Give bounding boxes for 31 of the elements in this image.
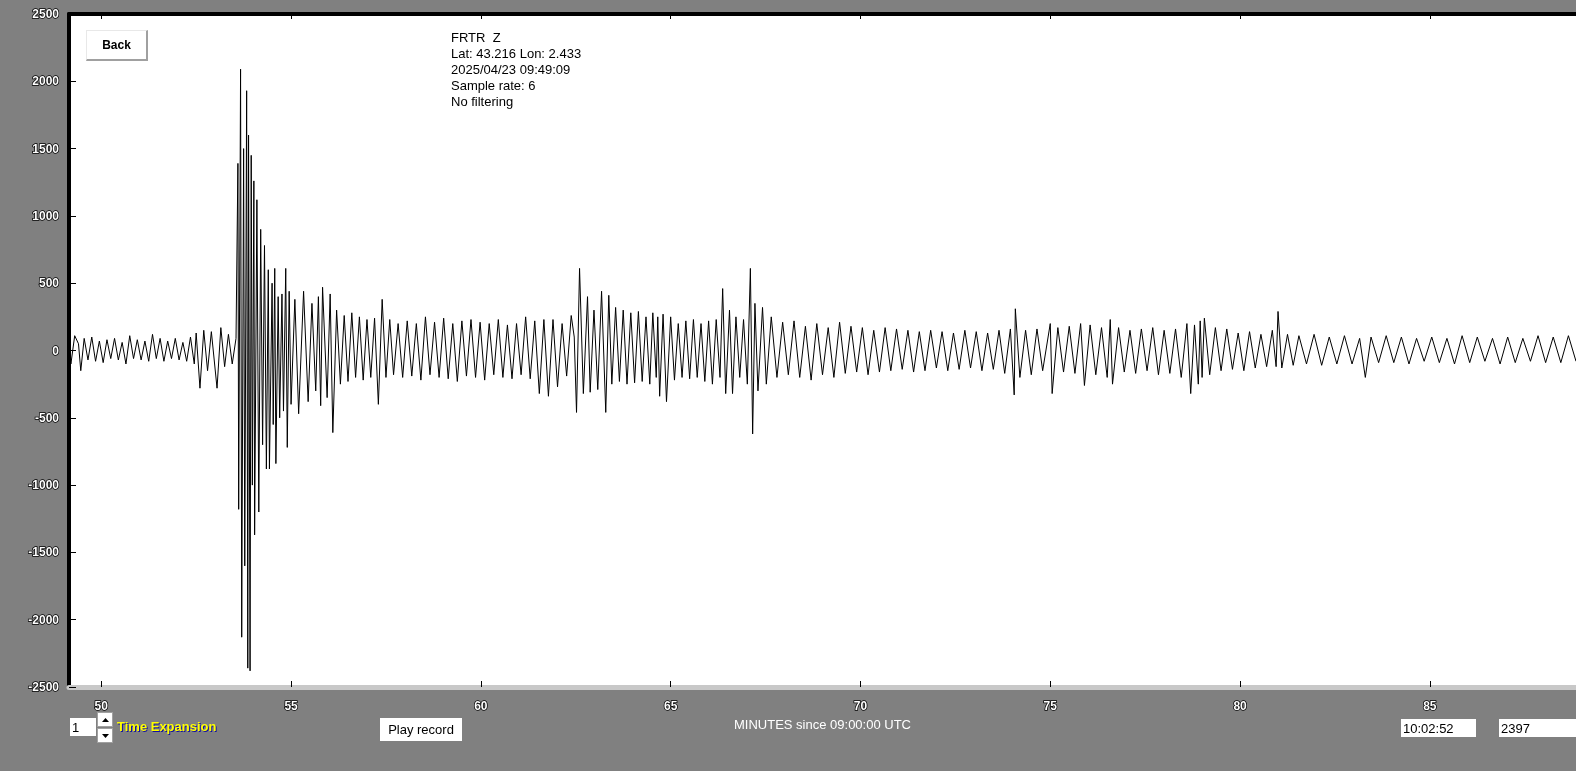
x-tick-label: 55 bbox=[284, 699, 299, 713]
y-tick-label: 1500 bbox=[32, 141, 60, 156]
annotation: 2025/04/23 09:49:09 bbox=[451, 62, 572, 78]
x-tick-label: 70 bbox=[853, 699, 868, 713]
x-tick-label: 50 bbox=[94, 699, 109, 713]
text: FRTR Z bbox=[451, 30, 502, 46]
y-tick-label: -2000 bbox=[28, 612, 60, 627]
back-button: Back bbox=[86, 30, 148, 61]
y-tick-label: 2500 bbox=[32, 7, 60, 21]
x-tick-label: 65 bbox=[663, 699, 678, 713]
x-tick-label: 60 bbox=[474, 699, 488, 713]
text: Time Expansion bbox=[117, 719, 217, 735]
expansion-field: 1 bbox=[70, 718, 96, 736]
annotation: Lat: 43.216 Lon: 2.433 bbox=[451, 46, 582, 62]
y-tick-label: 500 bbox=[38, 276, 60, 291]
y-tick-label: -500 bbox=[34, 410, 60, 425]
x-tick-label: 85 bbox=[1423, 699, 1437, 713]
x-tick-label: 80 bbox=[1233, 699, 1248, 713]
value-field: 2397 bbox=[1499, 719, 1576, 737]
y-tick-label: 1000 bbox=[32, 208, 60, 223]
annotation: No filtering bbox=[451, 94, 515, 110]
y-tick-label: -1000 bbox=[28, 478, 60, 493]
y-tick-label: -1500 bbox=[28, 545, 60, 560]
x-tick-label: 75 bbox=[1043, 699, 1058, 713]
play-record-button: Play record bbox=[380, 718, 462, 741]
x-axis-title: MINUTES since 09:00:00 UTC bbox=[733, 716, 912, 732]
y-tick-label: 2000 bbox=[32, 74, 60, 89]
time-field: 10:02:52 bbox=[1401, 719, 1476, 737]
annotation: Sample rate: 6 bbox=[451, 78, 537, 94]
y-tick-label: 0 bbox=[52, 343, 60, 358]
y-tick-label: -2500 bbox=[28, 680, 60, 694]
